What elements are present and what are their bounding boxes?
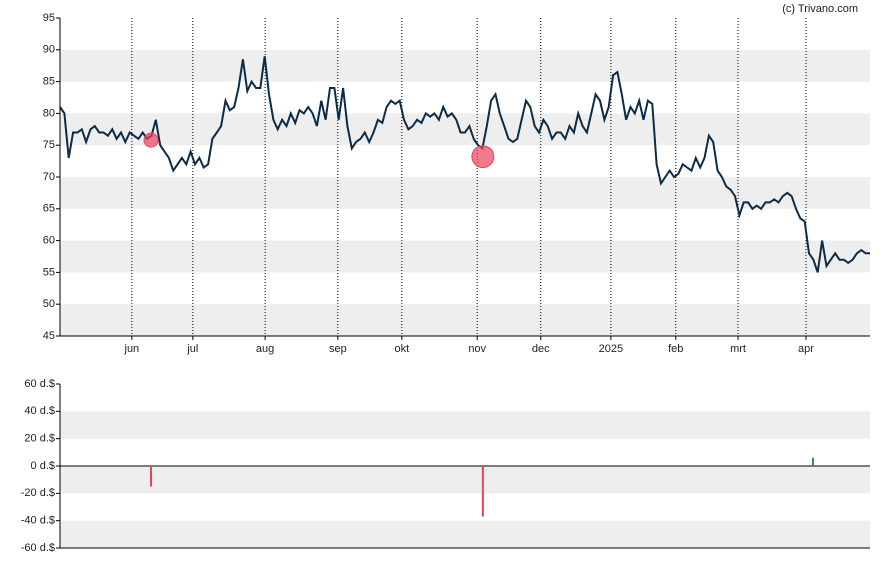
x-tick-label: apr bbox=[798, 343, 814, 355]
x-tick-label: mrt bbox=[730, 343, 746, 355]
x-tick-label: dec bbox=[532, 343, 550, 355]
y-tick-label: 65 bbox=[43, 203, 55, 215]
y-tick-label: -60 d.$ bbox=[21, 542, 55, 554]
bar bbox=[481, 466, 484, 517]
x-tick-label: aug bbox=[256, 343, 274, 355]
y-tick-label: -20 d.$ bbox=[21, 487, 55, 499]
bar bbox=[811, 457, 814, 466]
band bbox=[60, 113, 870, 146]
band bbox=[60, 240, 870, 273]
x-tick-label: okt bbox=[395, 343, 410, 355]
trade-marker bbox=[471, 145, 495, 169]
y-tick-label: 20 d.$ bbox=[24, 433, 55, 445]
y-tick-label: 90 bbox=[43, 44, 55, 56]
band bbox=[60, 411, 870, 439]
y-tick-label: 75 bbox=[43, 139, 55, 151]
band bbox=[60, 466, 870, 494]
trade-marker bbox=[143, 132, 159, 148]
x-tick-label: jun bbox=[124, 343, 140, 355]
band bbox=[60, 177, 870, 209]
band bbox=[60, 304, 870, 336]
y-tick-label: 55 bbox=[43, 266, 55, 278]
y-tick-label: 80 bbox=[43, 107, 55, 119]
y-tick-label: 45 bbox=[43, 330, 55, 342]
x-tick-label: 2025 bbox=[599, 343, 623, 355]
y-tick-label: 85 bbox=[43, 76, 55, 88]
bar bbox=[150, 466, 153, 487]
x-tick-label: jul bbox=[186, 343, 198, 355]
y-tick-label: 60 d.$ bbox=[24, 378, 55, 390]
y-tick-label: -40 d.$ bbox=[21, 515, 55, 527]
y-tick-label: 40 d.$ bbox=[24, 405, 55, 417]
y-tick-label: 95 bbox=[43, 12, 55, 24]
x-tick-label: feb bbox=[668, 343, 683, 355]
x-tick-label: sep bbox=[329, 343, 347, 355]
band bbox=[60, 520, 870, 548]
y-tick-label: 60 bbox=[43, 235, 55, 247]
y-tick-label: 50 bbox=[43, 298, 55, 310]
x-tick-label: nov bbox=[468, 343, 486, 355]
price-line bbox=[59, 56, 870, 273]
y-tick-label: 0 d.$ bbox=[31, 460, 55, 472]
y-tick-label: 70 bbox=[43, 171, 55, 183]
band bbox=[60, 49, 870, 82]
credit: (c) Trivano.com bbox=[782, 3, 858, 15]
